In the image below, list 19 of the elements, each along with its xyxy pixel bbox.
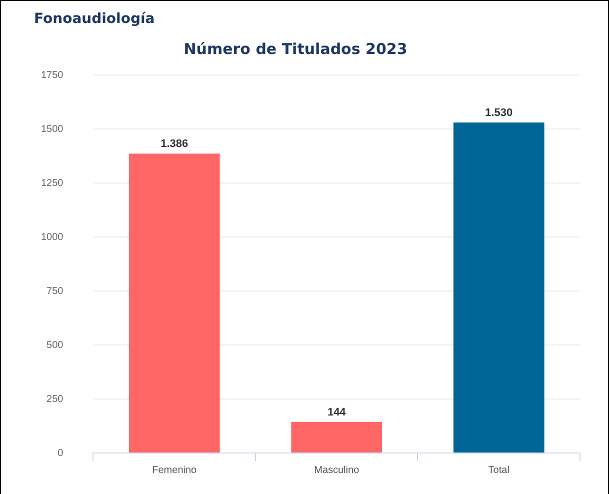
y-tick-label: 0 (58, 448, 64, 459)
chart-title: Fonoaudiología (34, 11, 155, 27)
y-tick-label: 500 (46, 340, 64, 351)
data-label: 1.386 (160, 138, 188, 150)
bar (453, 122, 544, 452)
y-tick-label: 1750 (40, 70, 64, 81)
x-tick-label: Femenino (152, 464, 198, 476)
bar (128, 154, 220, 452)
y-tick-label: 1250 (40, 178, 64, 189)
x-tick-label: Total (488, 464, 510, 476)
y-tick-label: 1000 (40, 232, 64, 243)
bar (291, 422, 382, 452)
chart-subtitle: Número de Titulados 2023 (184, 40, 408, 58)
data-label: 1.530 (485, 107, 513, 120)
y-tick-label: 1500 (40, 124, 64, 135)
y-tick-label: 250 (46, 394, 64, 405)
data-label: 144 (327, 406, 347, 418)
x-tick-label: Masculino (314, 464, 360, 476)
y-tick-label: 750 (46, 286, 64, 297)
